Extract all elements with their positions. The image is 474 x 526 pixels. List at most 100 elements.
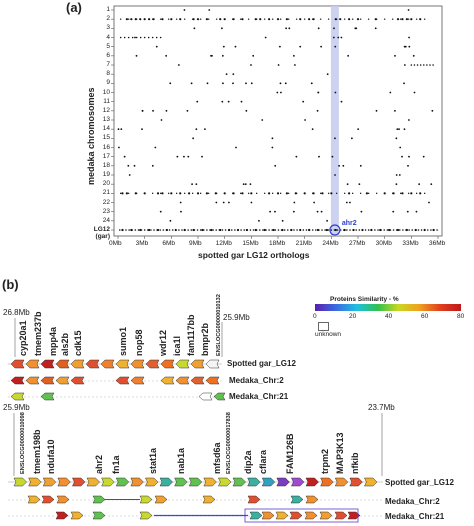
ortholog-dot: [133, 164, 136, 167]
ortholog-dot: [436, 229, 438, 231]
ortholog-dot: [263, 192, 266, 195]
ortholog-dot: [415, 18, 418, 20]
x-tick-label: 9Mb: [189, 240, 202, 247]
ortholog-dot: [327, 192, 330, 195]
ortholog-dot: [119, 192, 122, 195]
ortholog-dot: [215, 18, 218, 20]
ortholog-dot: [389, 229, 392, 231]
ortholog-dot: [227, 229, 230, 231]
legend-tick-label: 80: [457, 313, 465, 320]
ortholog-dot: [277, 64, 280, 66]
ortholog-dot: [274, 229, 277, 231]
ortholog-dot: [207, 18, 210, 20]
ortholog-dot: [122, 229, 124, 231]
ortholog-dot: [232, 73, 235, 76]
ortholog-dot: [279, 82, 282, 85]
ortholog-dot: [190, 82, 193, 85]
ortholog-dot: [380, 229, 382, 231]
ortholog-dot: [224, 229, 227, 231]
block1-gar-gene-arrow: [55, 359, 70, 369]
y-tick-label: 4: [106, 33, 110, 41]
ortholog-dot: [272, 228, 275, 232]
ortholog-dot: [187, 155, 190, 158]
ortholog-dot: [403, 128, 406, 131]
ortholog-dot: [410, 64, 413, 66]
ortholog-dot: [351, 192, 354, 195]
ortholog-dot: [392, 229, 395, 231]
ortholog-dot: [330, 192, 333, 195]
ortholog-dot: [255, 229, 258, 231]
ortholog-dot: [419, 18, 422, 21]
ortholog-dot: [302, 100, 305, 103]
block2-medaka21-group-box: [244, 508, 359, 523]
ortholog-dot: [247, 192, 250, 195]
ortholog-dot: [303, 18, 306, 20]
ortholog-dot: [408, 36, 410, 39]
ortholog-dot: [330, 229, 333, 231]
ortholog-dot: [391, 18, 394, 20]
block1-medaka2-gene-arrow: [10, 376, 25, 385]
block1-medaka2-gene-arrow: [40, 376, 55, 385]
ortholog-dot: [327, 229, 330, 231]
y-tick-label: 17: [102, 152, 110, 160]
block2-gar-gene-arrow: [276, 477, 290, 487]
block2-gar-gene-arrow: [28, 477, 42, 487]
y-tick-label: 5: [106, 42, 110, 50]
ortholog-dot: [317, 91, 320, 94]
block2-gar-gene-arrow: [349, 477, 363, 487]
ortholog-dot: [250, 82, 253, 85]
block2-gar-gene-arrow: [217, 477, 232, 487]
ortholog-dot: [290, 229, 292, 231]
block2-gar-gene-arrow: [130, 477, 144, 487]
panel-a-x-axis-title: spotted gar LG12 orthologs: [198, 250, 310, 260]
x-tick-label: 12Mb: [215, 240, 232, 247]
ortholog-dot: [325, 228, 328, 232]
block1-gar-gene-arrow: [175, 359, 190, 369]
ortholog-dot: [183, 9, 186, 11]
block1-gar-gene-arrow: [205, 359, 220, 369]
ortholog-dot: [334, 137, 336, 140]
ortholog-dot: [159, 18, 162, 20]
ortholog-dot: [302, 229, 305, 231]
ortholog-dot: [286, 229, 289, 231]
ortholog-dot: [374, 229, 376, 231]
ortholog-dot: [358, 183, 361, 186]
ortholog-dot: [232, 82, 234, 85]
ortholog-dot: [367, 229, 370, 231]
ortholog-dot: [218, 229, 221, 231]
ortholog-dot: [175, 18, 178, 20]
ortholog-dot: [221, 54, 224, 57]
ortholog-dot: [428, 201, 430, 204]
ortholog-dot: [383, 229, 386, 231]
ortholog-dot: [227, 100, 230, 103]
ortholog-dot: [414, 229, 417, 231]
ortholog-dot: [350, 137, 353, 140]
ortholog-dot: [403, 45, 406, 48]
ortholog-dot: [135, 18, 138, 20]
block2-medaka21-gene-arrow: [304, 511, 318, 520]
block2-medaka2-gene-arrow: [139, 495, 153, 504]
block1-gar-gene-arrow: [25, 359, 40, 369]
block1-gar-gene-arrow: [115, 359, 130, 369]
block1-medaka21-gene-arrow: [40, 392, 55, 401]
block2-gar-gene-arrow: [57, 477, 71, 487]
ortholog-dot: [210, 228, 213, 232]
ortholog-dot: [146, 229, 149, 231]
block2-gar-gene-arrow: [320, 477, 334, 487]
block1-row-gar: Spotted gar_LG12: [227, 359, 296, 368]
block2-medaka21-gene-arrow: [139, 511, 153, 520]
ortholog-dot: [147, 36, 150, 39]
ortholog-dot: [250, 201, 253, 204]
ortholog-dot: [125, 229, 127, 231]
ortholog-dot: [258, 219, 260, 222]
ortholog-dot: [227, 201, 230, 204]
block1-gar-gene-arrow: [130, 359, 145, 369]
ortholog-dot: [222, 82, 224, 85]
ortholog-dot: [118, 146, 120, 149]
ortholog-dot: [407, 192, 410, 195]
block2-gar-gene-arrow: [290, 477, 305, 487]
ortholog-dot: [386, 229, 389, 231]
ortholog-dot: [208, 9, 211, 11]
block2-end-position: 23.7Mb: [368, 403, 395, 412]
ortholog-dot: [339, 18, 342, 21]
